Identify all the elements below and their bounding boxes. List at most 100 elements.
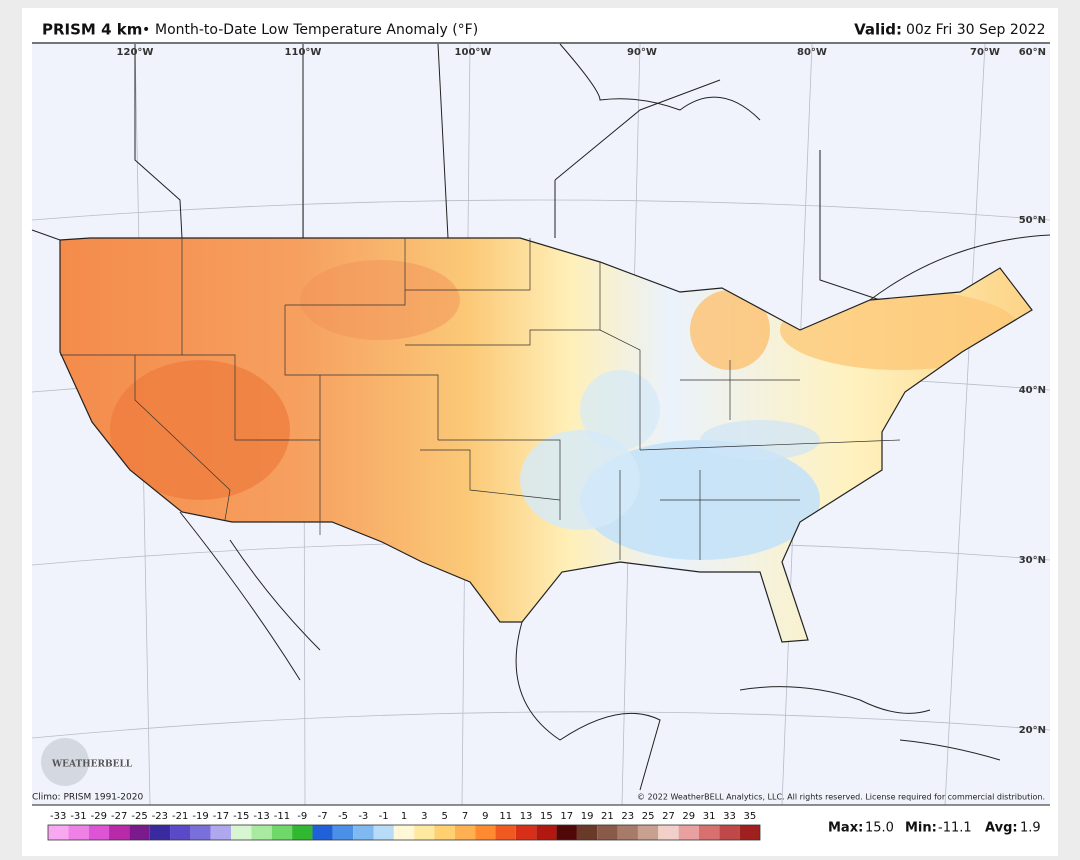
colorbar-swatch: [495, 825, 516, 840]
colorbar-swatch: [129, 825, 150, 840]
colorbar-label: -17: [213, 811, 229, 822]
logo-mark: [41, 738, 89, 786]
colorbar-swatch: [434, 825, 455, 840]
valid-time: 00z Fri 30 Sep 2022: [906, 22, 1045, 38]
colorbar-swatch: [719, 825, 740, 840]
colorbar-label: 27: [662, 811, 675, 822]
colorbar-swatch: [637, 825, 659, 840]
longitude-label: 110°W: [285, 47, 322, 58]
colorbar-label: -25: [131, 811, 147, 822]
colorbar-label: 9: [482, 811, 488, 822]
latitude-labels: 60°N 50°N 40°N 30°N 20°N: [1019, 47, 1046, 736]
colorbar-label: -5: [338, 811, 348, 822]
min-label: Min:: [905, 821, 937, 836]
colorbar-swatch: [190, 825, 211, 840]
colorbar-swatch: [454, 825, 476, 840]
logo: WEATHERBELL: [51, 760, 133, 770]
colorbar-label: -27: [111, 811, 127, 822]
colorbar-swatch: [556, 825, 577, 840]
coastlines: [31, 43, 1051, 791]
valid-label: Valid:: [854, 21, 902, 39]
longitude-label: 70°W: [970, 47, 1000, 58]
longitude-labels: 120°W 110°W 100°W 90°W 80°W 70°W: [117, 47, 1000, 58]
stats: Max: 15.0 Min: -11.1 Avg: 1.9: [828, 821, 1041, 836]
colorbar-swatch: [88, 825, 110, 840]
colorbar-swatch: [536, 825, 557, 840]
product: PRISM 4 km: [42, 21, 142, 39]
colorbar-swatch: [109, 825, 130, 840]
longitude-label: 80°W: [797, 47, 827, 58]
colorbar-swatch: [678, 825, 699, 840]
colorbar-label: 3: [421, 811, 427, 822]
state-lines: [60, 238, 901, 560]
colorbar-swatch: [353, 825, 374, 840]
colorbar-label: -29: [91, 811, 107, 822]
longitude-label: 100°W: [455, 47, 492, 58]
latitude-label: 50°N: [1019, 215, 1046, 226]
colorbar-label: -7: [318, 811, 328, 822]
colorbar-swatch: [251, 825, 272, 840]
copyright: © 2022 WeatherBELL Analytics, LLC. All r…: [637, 793, 1045, 802]
colorbar-label: -15: [233, 811, 249, 822]
colorbar-swatch: [373, 825, 394, 840]
avg: 1.9: [1020, 821, 1041, 836]
colorbar-label: 35: [743, 811, 756, 822]
colorbar-swatch: [271, 825, 293, 840]
colorbar-swatch: [332, 825, 354, 840]
colorbar-label: -13: [253, 811, 269, 822]
colorbar-swatch: [739, 825, 760, 840]
colorbar-swatch: [698, 825, 720, 840]
colorbar-label: -19: [192, 811, 208, 822]
colorbar-label: 29: [682, 811, 695, 822]
colorbar-swatch: [292, 825, 313, 840]
max-label: Max:: [828, 821, 863, 836]
colorbar-label: -1: [379, 811, 389, 822]
colorbar-swatch: [617, 825, 638, 840]
latitude-label: 20°N: [1019, 725, 1046, 736]
colorbar-swatch: [231, 825, 252, 840]
colorbar-label: 5: [441, 811, 447, 822]
colorbar-swatch: [414, 825, 435, 840]
colorbar-label: 25: [642, 811, 655, 822]
avg-label: Avg:: [985, 821, 1018, 836]
latitude-label: 60°N: [1019, 47, 1046, 58]
colorbar-label: 11: [499, 811, 512, 822]
colorbar-border: [47, 824, 761, 841]
colorbar-label: 1: [401, 811, 407, 822]
longitude-label: 90°W: [627, 47, 657, 58]
colorbar-label: 21: [601, 811, 614, 822]
latitude-label: 30°N: [1019, 555, 1046, 566]
colorbar-label: 17: [560, 811, 573, 822]
colorbar-label: 23: [621, 811, 634, 822]
colorbar-swatch: [210, 825, 232, 840]
colorbar-label: -21: [172, 811, 188, 822]
colorbar-swatch: [658, 825, 679, 840]
longitude-label: 120°W: [117, 47, 154, 58]
colorbar-swatch: [170, 825, 191, 840]
colorbar-label: 15: [540, 811, 553, 822]
colorbar-swatch: [149, 825, 171, 840]
title: Month-to-Date Low Temperature Anomaly (°…: [155, 22, 478, 38]
colorbar-swatch: [515, 825, 537, 840]
colorbar-swatch: [48, 825, 69, 840]
colorbar-swatch: [393, 825, 415, 840]
max: 15.0: [865, 821, 894, 836]
colorbar-label: 7: [462, 811, 468, 822]
colorbar-label: -9: [297, 811, 307, 822]
colorbar-label: 31: [703, 811, 716, 822]
colorbar-swatch: [68, 825, 89, 840]
colorbar-label: -3: [358, 811, 368, 822]
colorbar-label: -33: [50, 811, 66, 822]
min: -11.1: [938, 821, 972, 836]
colorbar-label: -31: [70, 811, 86, 822]
colorbar-label: -11: [274, 811, 290, 822]
latitude-label: 40°N: [1019, 385, 1046, 396]
colorbar-swatch: [475, 825, 496, 840]
colorbar-swatch: [312, 825, 333, 840]
separator: •: [142, 22, 150, 38]
colorbar-label: 19: [581, 811, 594, 822]
colorbar-label: 13: [520, 811, 533, 822]
colorbar-label: -23: [152, 811, 168, 822]
colorbar-swatch: [597, 825, 618, 840]
